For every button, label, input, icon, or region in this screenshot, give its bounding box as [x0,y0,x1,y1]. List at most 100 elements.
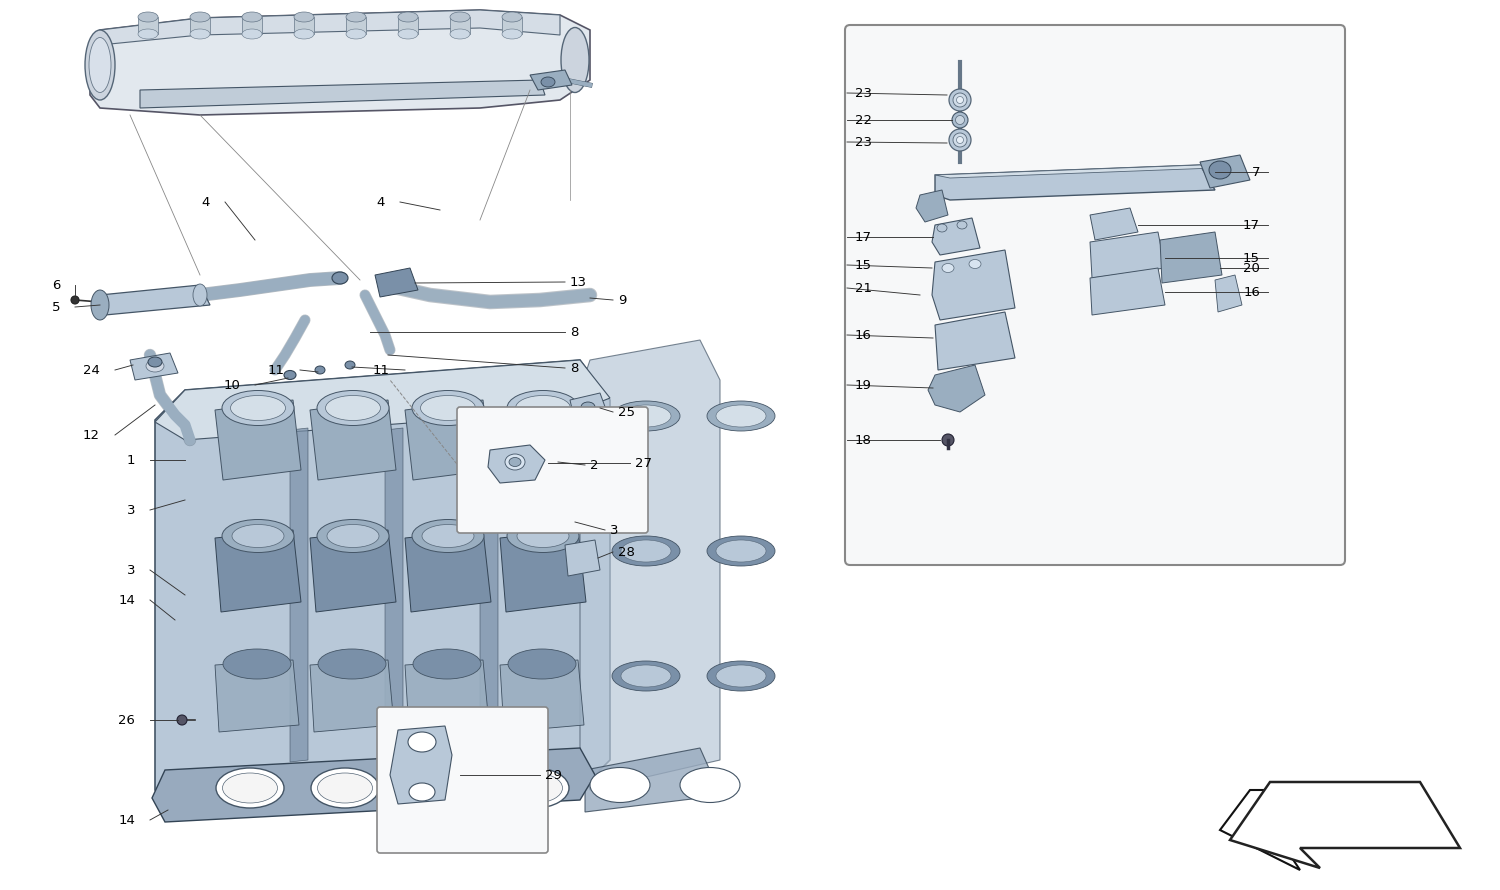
Ellipse shape [507,773,562,803]
FancyBboxPatch shape [458,407,648,533]
Polygon shape [934,165,1215,200]
Ellipse shape [621,540,670,562]
Polygon shape [1215,275,1242,312]
Ellipse shape [957,136,963,143]
Polygon shape [140,80,544,108]
Text: 27: 27 [634,457,652,470]
Text: 2: 2 [590,458,598,472]
Text: 15: 15 [855,258,871,271]
Polygon shape [214,660,298,732]
Ellipse shape [956,116,964,125]
Text: 3: 3 [126,563,135,577]
Ellipse shape [346,12,366,22]
Text: 23: 23 [855,86,871,100]
Ellipse shape [450,29,470,39]
Polygon shape [1220,790,1430,870]
Polygon shape [932,250,1016,320]
Ellipse shape [612,661,680,691]
Ellipse shape [326,395,381,420]
Polygon shape [934,165,1215,178]
Ellipse shape [518,524,568,547]
Polygon shape [1090,208,1138,240]
Ellipse shape [222,773,278,803]
Ellipse shape [138,29,158,39]
Ellipse shape [284,370,296,379]
FancyBboxPatch shape [844,25,1346,565]
Ellipse shape [242,12,262,22]
Text: 5: 5 [51,301,60,313]
Polygon shape [566,540,600,576]
Polygon shape [405,660,489,732]
Text: 25: 25 [618,406,634,418]
Ellipse shape [952,93,968,107]
Ellipse shape [413,391,485,425]
Ellipse shape [706,536,776,566]
Ellipse shape [232,524,284,547]
Ellipse shape [92,290,110,320]
Ellipse shape [318,649,386,679]
Ellipse shape [612,401,680,431]
Ellipse shape [413,773,468,803]
Text: 20: 20 [1244,262,1260,274]
Ellipse shape [345,361,355,369]
Ellipse shape [509,649,576,679]
Ellipse shape [542,77,555,87]
Ellipse shape [952,112,968,128]
Polygon shape [310,530,396,612]
Polygon shape [398,17,418,34]
Ellipse shape [138,12,158,22]
Ellipse shape [231,395,285,420]
Text: 7: 7 [1251,166,1260,179]
Ellipse shape [706,661,776,691]
Ellipse shape [413,520,485,553]
Polygon shape [916,190,948,222]
Ellipse shape [680,767,740,803]
Polygon shape [130,353,178,380]
Ellipse shape [70,296,80,304]
Text: 12: 12 [82,428,100,441]
Ellipse shape [950,129,970,151]
Text: 16: 16 [855,328,871,342]
Ellipse shape [332,272,348,284]
Ellipse shape [222,391,294,425]
Polygon shape [500,400,586,480]
Text: 3: 3 [126,504,135,516]
Ellipse shape [224,649,291,679]
Ellipse shape [516,395,570,420]
Polygon shape [100,285,210,315]
Ellipse shape [148,357,162,367]
Text: 3: 3 [610,523,618,537]
Polygon shape [310,660,394,732]
Polygon shape [154,360,610,820]
Ellipse shape [450,12,470,22]
Polygon shape [346,17,366,34]
Polygon shape [390,726,452,804]
Ellipse shape [408,732,436,752]
Text: 17: 17 [855,231,871,244]
Text: 15: 15 [1244,252,1260,264]
Polygon shape [375,268,419,297]
Polygon shape [190,17,210,34]
Polygon shape [928,365,986,412]
Text: 19: 19 [855,378,871,392]
Text: 21: 21 [855,281,871,295]
Text: 4: 4 [376,196,386,208]
Polygon shape [500,530,586,612]
Polygon shape [242,17,262,34]
Ellipse shape [706,401,776,431]
Text: 8: 8 [570,326,579,338]
Ellipse shape [621,665,670,687]
Ellipse shape [318,773,372,803]
Ellipse shape [612,536,680,566]
Polygon shape [450,17,470,34]
Polygon shape [1160,232,1222,283]
Text: 13: 13 [570,276,586,288]
Polygon shape [152,748,596,822]
Ellipse shape [88,37,111,93]
Ellipse shape [410,783,435,801]
Ellipse shape [957,96,963,103]
Ellipse shape [957,221,968,229]
Polygon shape [405,400,490,480]
Ellipse shape [413,649,482,679]
Polygon shape [290,428,308,762]
